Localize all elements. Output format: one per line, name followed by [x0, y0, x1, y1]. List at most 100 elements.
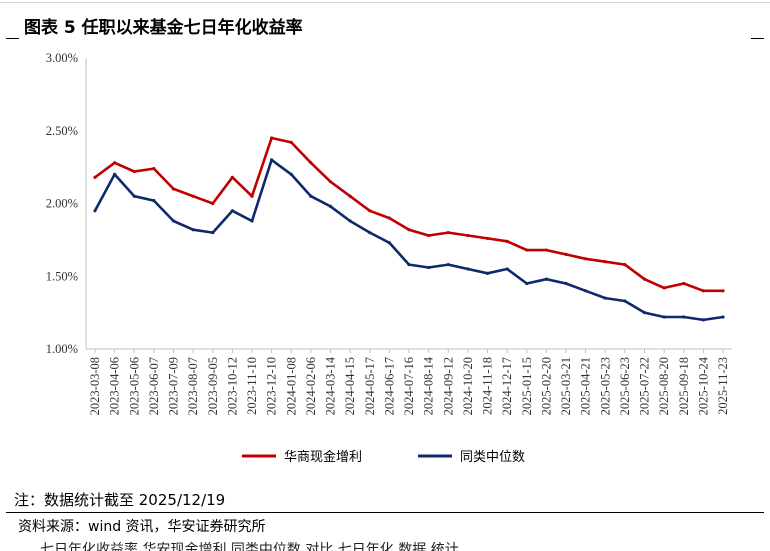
x-tick-label: 2023-03-08 — [88, 357, 102, 415]
x-tick-label: 2025-04-21 — [579, 357, 593, 415]
x-tick-label: 2024-09-12 — [441, 357, 455, 415]
x-tick-label: 2025-07-22 — [638, 357, 652, 415]
series-2-point — [348, 219, 352, 223]
series-1-point — [211, 201, 215, 206]
legend-label-2: 同类中位数 — [460, 450, 525, 465]
series-2-point — [368, 231, 372, 235]
x-tick-label: 2024-03-14 — [324, 356, 338, 415]
x-tick-label: 2024-05-17 — [363, 357, 377, 415]
series-1-point — [544, 248, 548, 252]
series-1-point — [642, 277, 647, 281]
series-2-point — [466, 267, 470, 271]
series-1-point — [505, 239, 509, 243]
x-tick-label: 2024-06-17 — [382, 357, 396, 415]
series-2-point — [485, 271, 490, 275]
chart-title: 图表 5 任职以来基金七日年化收益率 — [24, 18, 303, 38]
source-note: 资料来源：wind 资讯，华安证券研究所 — [18, 519, 266, 535]
series-2-point — [328, 204, 333, 209]
series-1-point — [701, 289, 705, 293]
y-tick-label: 1.50% — [46, 269, 78, 283]
x-tick-label: 2025-01-15 — [520, 357, 534, 415]
series-2-point — [584, 289, 588, 293]
x-tick-label: 2024-10-20 — [461, 357, 475, 415]
series-1-point — [270, 136, 274, 140]
series-1-point — [191, 194, 195, 198]
series-1-point — [662, 286, 666, 290]
line-chart: 1.00% 1.50% 2.00% 2.50% 3.00% 2023-03-08 2023-… — [46, 51, 732, 465]
series-2-point — [642, 311, 647, 315]
x-tick-label: 2023-05-06 — [127, 357, 141, 415]
series-2-point — [93, 209, 97, 213]
series-1-point — [721, 289, 725, 293]
series-1-point — [230, 175, 234, 179]
x-tick-label: 2025-09-18 — [677, 357, 691, 415]
header-left-rule — [6, 38, 19, 39]
cut-off-text-row: 七日年化收益率 华安现金增利 同类中位数 对比 七日年化 数据 统计 — [0, 538, 770, 551]
series-1-point — [309, 161, 313, 165]
y-tick-label: 1.00% — [46, 342, 78, 356]
x-tick-label: 2023-07-09 — [167, 357, 181, 415]
x-tick-label: 2024-07-16 — [402, 357, 416, 415]
series-1-point — [466, 233, 470, 238]
series-2-point — [427, 265, 431, 270]
x-tick-label: 2023-08-07 — [186, 357, 200, 415]
x-tick-label: 2025-03-21 — [559, 357, 573, 415]
series-2-point — [721, 315, 725, 319]
series-1-point — [348, 194, 352, 198]
x-tick-label: 2023-06-07 — [147, 357, 161, 415]
x-tick-label: 2025-11-23 — [716, 357, 730, 415]
y-tick-label: 2.50% — [46, 124, 78, 138]
data-note: 注：数据统计截至 2025/12/19 — [14, 491, 226, 509]
series-2-point — [132, 194, 136, 198]
x-tick-label: 2024-04-15 — [343, 357, 357, 415]
series-2-point — [387, 241, 391, 245]
header-right-rule — [751, 38, 764, 39]
series-2-point — [309, 194, 313, 198]
series-2-point — [407, 263, 411, 267]
x-tick-label: 2023-09-05 — [206, 357, 220, 415]
series-2-point — [603, 296, 607, 300]
series-1-point — [564, 252, 568, 257]
series-1-point — [113, 161, 117, 165]
series-2-point — [701, 318, 705, 322]
x-tick-label: 2025-05-23 — [598, 357, 612, 415]
legend-label-1: 华商现金增利 — [284, 449, 362, 465]
x-tick-label: 2023-04-06 — [108, 357, 122, 415]
series-2-point — [682, 315, 686, 319]
series-2-point — [505, 267, 509, 271]
series-2-point — [113, 172, 117, 176]
x-tick-label: 2023-12-10 — [265, 357, 279, 415]
x-tick-label: 2025-02-20 — [539, 357, 553, 415]
header-top-rule — [0, 2, 770, 3]
series-1-point — [93, 175, 97, 179]
series-2-point — [230, 209, 234, 213]
x-tick-label: 2024-11-18 — [481, 357, 495, 415]
y-tick-label: 2.00% — [46, 197, 78, 211]
footer-rule — [6, 512, 764, 513]
series-2-point — [525, 281, 529, 286]
series-1-point — [485, 236, 490, 241]
series-2-point — [446, 263, 450, 267]
x-tick-label: 2023-11-10 — [245, 357, 259, 415]
series-2-point — [171, 219, 176, 223]
x-tick-label: 2025-06-23 — [618, 357, 632, 415]
series-2-point — [564, 281, 568, 286]
series-1-point — [387, 216, 391, 220]
x-tick-label: 2023-10-12 — [225, 357, 239, 415]
x-tick-label: 2025-08-20 — [657, 357, 671, 415]
series-2-point — [250, 219, 254, 223]
x-tick-label: 2024-01-08 — [284, 357, 298, 415]
series-1-point — [368, 209, 372, 213]
series-1-point — [427, 233, 431, 238]
series-2-point — [623, 299, 627, 303]
series-1-point — [250, 194, 254, 198]
cut-off-text: 七日年化收益率 华安现金增利 同类中位数 对比 七日年化 数据 统计 — [40, 542, 459, 551]
series-line-1 — [93, 136, 725, 293]
series-1-point — [623, 263, 627, 267]
series-2-point — [191, 228, 195, 232]
series-1-point — [407, 228, 411, 232]
x-tick-label: 2024-08-14 — [422, 356, 436, 415]
series-1-point — [152, 166, 156, 171]
series-2-point — [662, 315, 666, 319]
series-1-point — [603, 260, 607, 264]
